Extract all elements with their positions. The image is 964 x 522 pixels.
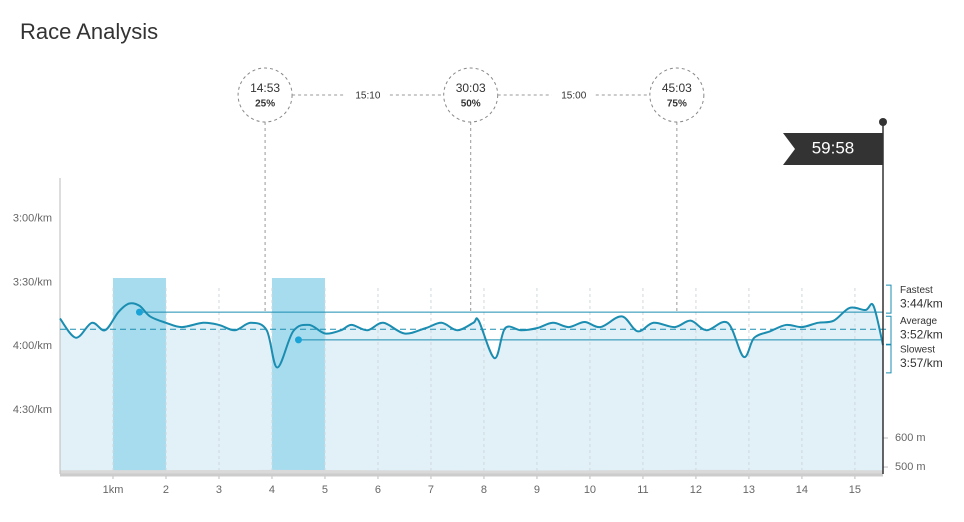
fastest-pace: 3:44/km bbox=[900, 296, 943, 310]
average-bracket bbox=[886, 315, 892, 345]
x-tick-label: 13 bbox=[743, 484, 755, 496]
split-interval: 15:10 bbox=[355, 91, 380, 102]
average-label: Average bbox=[900, 316, 938, 327]
y-tick-label: 3:00/km bbox=[13, 212, 52, 224]
x-tick-label: 7 bbox=[428, 484, 434, 496]
x-tick-label: 2 bbox=[163, 484, 169, 496]
x-tick-label: 12 bbox=[690, 484, 702, 496]
split-time: 45:03 bbox=[662, 81, 692, 95]
y2-tick-label: 600 m bbox=[895, 432, 926, 444]
slowest-label: Slowest bbox=[900, 344, 935, 355]
x-tick-label: 9 bbox=[534, 484, 540, 496]
slowest-dot bbox=[294, 336, 302, 344]
pace-line bbox=[59, 302, 884, 369]
split-percent: 75% bbox=[667, 99, 687, 110]
pace-area bbox=[60, 303, 883, 474]
x-tick-label: 1km bbox=[103, 484, 124, 496]
x-tick-label: 10 bbox=[584, 484, 596, 496]
average-pace: 3:52/km bbox=[900, 327, 943, 341]
fastest-label: Fastest bbox=[900, 285, 933, 296]
title: Race Analysis bbox=[20, 19, 158, 44]
split-interval: 15:00 bbox=[561, 91, 586, 102]
finish-dot bbox=[879, 118, 887, 126]
x-tick-label: 5 bbox=[322, 484, 328, 496]
y-tick-label: 3:30/km bbox=[13, 276, 52, 288]
fastest-dot bbox=[135, 308, 143, 316]
x-tick-label: 15 bbox=[849, 484, 861, 496]
x-tick-label: 3 bbox=[216, 484, 222, 496]
y2-tick-label: 500 m bbox=[895, 461, 926, 473]
x-tick-label: 8 bbox=[481, 484, 487, 496]
slowest-pace: 3:57/km bbox=[900, 356, 943, 370]
x-tick-label: 4 bbox=[269, 484, 275, 496]
finish-flag bbox=[783, 133, 883, 165]
split-time: 14:53 bbox=[250, 81, 280, 95]
split-percent: 25% bbox=[255, 99, 275, 110]
y-tick-label: 4:30/km bbox=[13, 404, 52, 416]
slowest-km-band bbox=[271, 278, 325, 474]
finish-time: 59:58 bbox=[812, 138, 855, 157]
x-tick-label: 14 bbox=[796, 484, 808, 496]
x-tick-label: 11 bbox=[637, 484, 648, 496]
fastest-bracket bbox=[886, 284, 892, 314]
x-tick-label: 6 bbox=[375, 484, 381, 496]
fastest-km-band bbox=[112, 278, 166, 474]
slowest-bracket bbox=[886, 344, 892, 374]
split-percent: 50% bbox=[461, 99, 481, 110]
split-time: 30:03 bbox=[456, 81, 486, 95]
y-tick-label: 4:00/km bbox=[13, 340, 52, 352]
